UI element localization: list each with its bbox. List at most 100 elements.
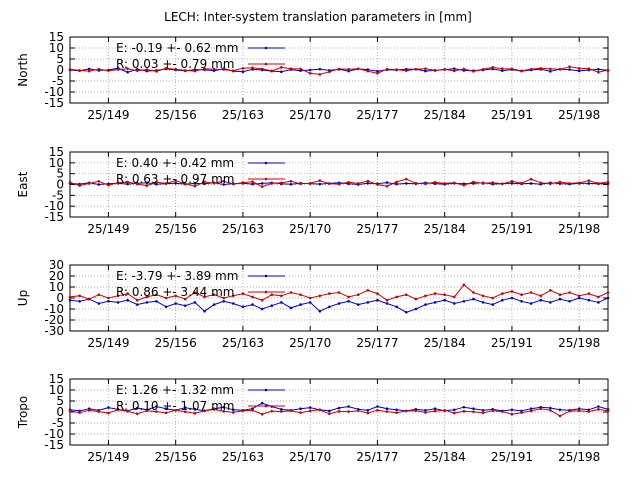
- data-point-r: [145, 295, 149, 299]
- y-tick-label: 0: [56, 178, 64, 192]
- y-tick-label: -5: [52, 74, 64, 88]
- data-point-e: [606, 296, 610, 300]
- y-axis-label: Up: [16, 290, 30, 306]
- data-point-r: [183, 297, 187, 301]
- data-point-r: [520, 411, 523, 414]
- data-point-r: [568, 65, 571, 68]
- data-point-r: [299, 182, 302, 186]
- data-point-r: [260, 185, 264, 188]
- data-point-r: [452, 69, 456, 73]
- x-tick-label: 25/156: [155, 108, 197, 122]
- data-point-r: [404, 409, 408, 413]
- data-point-r: [491, 296, 495, 300]
- legend-label-r: R: 0.03 +- 0.79 mm: [116, 57, 234, 71]
- data-point-r: [577, 294, 581, 298]
- data-point-e: [568, 300, 571, 303]
- data-point-r: [395, 411, 398, 414]
- legend-marker-e: [264, 388, 268, 392]
- data-point-e: [318, 309, 322, 313]
- data-point-r: [510, 67, 514, 71]
- legend-marker-r: [264, 404, 268, 408]
- data-point-r: [597, 408, 600, 411]
- data-point-e: [529, 302, 533, 305]
- data-point-e: [510, 296, 514, 300]
- data-point-r: [241, 409, 245, 412]
- x-tick-label: 25/149: [87, 222, 129, 236]
- x-tick-label: 25/191: [491, 336, 533, 350]
- data-point-r: [481, 294, 485, 298]
- data-point-e: [212, 303, 216, 306]
- data-point-r: [193, 184, 197, 188]
- data-point-r: [395, 68, 398, 71]
- x-tick-label: 25/156: [155, 222, 197, 236]
- data-point-r: [520, 69, 523, 73]
- data-point-r: [251, 66, 254, 70]
- data-point-r: [270, 69, 274, 73]
- data-point-r: [385, 298, 389, 302]
- data-point-e: [308, 301, 312, 304]
- data-point-r: [347, 181, 350, 184]
- data-point-r: [385, 184, 389, 188]
- data-point-e: [328, 305, 331, 309]
- data-point-e: [270, 304, 274, 308]
- y-tick-label: -5: [52, 416, 64, 430]
- data-point-e: [462, 300, 466, 303]
- y-tick-label: 5: [56, 167, 64, 181]
- data-point-r: [472, 70, 475, 73]
- x-tick-label: 25/177: [356, 222, 398, 236]
- data-point-r: [606, 180, 610, 184]
- data-point-e: [510, 181, 514, 185]
- data-point-r: [491, 409, 495, 412]
- data-point-r: [347, 410, 350, 413]
- data-point-r: [539, 181, 543, 185]
- data-point-r: [539, 66, 543, 70]
- data-point-r: [510, 290, 514, 293]
- data-point-r: [280, 66, 283, 69]
- data-point-r: [452, 411, 456, 415]
- data-point-r: [241, 66, 245, 70]
- data-point-e: [183, 406, 187, 409]
- data-point-r: [356, 182, 360, 185]
- data-point-r: [270, 182, 274, 185]
- data-point-r: [529, 67, 533, 71]
- data-point-e: [404, 311, 408, 314]
- data-point-e: [501, 298, 504, 302]
- data-point-e: [280, 301, 283, 304]
- data-point-r: [260, 67, 264, 71]
- data-point-r: [212, 67, 216, 71]
- data-point-r: [481, 411, 485, 415]
- data-point-r: [280, 410, 283, 413]
- data-point-r: [135, 298, 139, 302]
- data-point-e: [193, 182, 197, 185]
- data-point-r: [87, 408, 91, 412]
- data-point-r: [126, 292, 129, 295]
- data-point-e: [232, 408, 235, 412]
- data-point-e: [577, 296, 581, 300]
- x-tick-label: 25/163: [222, 108, 264, 122]
- data-point-e: [424, 69, 427, 73]
- data-point-r: [222, 296, 226, 300]
- x-tick-label: 25/163: [222, 222, 264, 236]
- data-point-r: [164, 296, 168, 300]
- data-point-e: [155, 182, 158, 186]
- data-point-r: [558, 180, 562, 184]
- y-tick-label: 10: [49, 41, 64, 55]
- data-point-r: [549, 408, 552, 412]
- data-point-e: [577, 69, 581, 73]
- data-point-r: [308, 296, 312, 300]
- data-point-r: [597, 182, 600, 185]
- legend-label-e: E: 1.26 +- 1.32 mm: [116, 383, 234, 397]
- data-point-e: [260, 401, 264, 405]
- x-tick-label: 25/198: [558, 222, 600, 236]
- data-point-e: [577, 407, 581, 411]
- data-point-r: [232, 411, 235, 414]
- data-point-e: [183, 304, 187, 308]
- data-point-r: [606, 291, 610, 294]
- y-axis-label: Tropo: [16, 396, 30, 430]
- data-point-e: [337, 406, 341, 410]
- data-point-e: [222, 300, 226, 303]
- data-point-e: [376, 70, 379, 73]
- data-point-e: [164, 305, 168, 309]
- data-point-e: [174, 181, 177, 185]
- data-point-r: [404, 69, 408, 72]
